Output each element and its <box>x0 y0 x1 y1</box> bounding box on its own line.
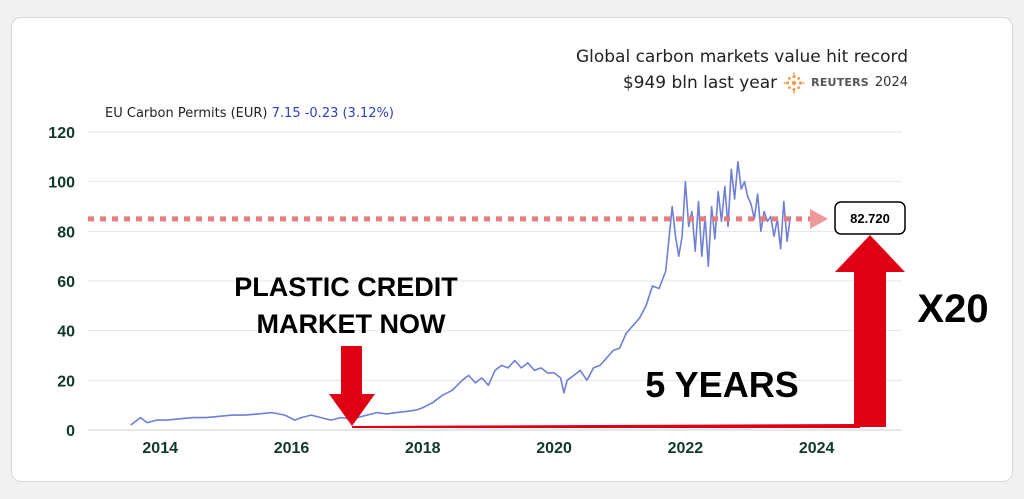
headline-source-line: $949 bln last year REUTERS 2024 <box>500 70 908 96</box>
ticker-label: EU Carbon Permits (EUR) <box>105 106 268 121</box>
value-box <box>834 201 906 235</box>
ticker: EU Carbon Permits (EUR) 7.15 -0.23 (3.12… <box>105 106 394 121</box>
callout-line1: PLASTIC CREDIT <box>234 272 458 302</box>
growth-baseline <box>352 424 860 428</box>
y-tick-label-120: 120 <box>48 125 75 142</box>
chart-card <box>11 17 1013 482</box>
ticker-quote: 7.15 -0.23 (3.12%) <box>271 106 394 121</box>
annotations: 82.720 PLASTIC CREDIT MARKET NOW 5 YEARS… <box>88 201 989 428</box>
y-tick-label-80: 80 <box>57 224 75 241</box>
x-tick-label-2014: 2014 <box>142 440 178 457</box>
headline-line1: Global carbon markets value hit record <box>575 47 908 67</box>
multiplier-label: X20 <box>917 287 988 331</box>
y-tick-label-100: 100 <box>48 175 75 192</box>
y-tick-label-60: 60 <box>57 274 75 291</box>
callout-line2: MARKET NOW <box>257 309 446 339</box>
y-tick-label-40: 40 <box>57 324 75 341</box>
headline-line2: $949 bln last year <box>622 73 778 93</box>
x-tick-label-2018: 2018 <box>405 440 441 457</box>
source-brand: REUTERS <box>811 76 869 89</box>
grid-lines <box>88 131 902 431</box>
y-tick-label-20: 20 <box>57 373 75 390</box>
value-box-label: 82.720 <box>850 211 890 226</box>
x-tick-label-2024: 2024 <box>799 440 835 457</box>
reuters-logo-icon <box>783 72 805 94</box>
x-tick-label-2016: 2016 <box>274 440 310 457</box>
x-tick-label-2020: 2020 <box>536 440 572 457</box>
down-arrow-icon <box>329 346 375 426</box>
x-tick-label-2022: 2022 <box>668 440 704 457</box>
years-label: 5 YEARS <box>645 364 798 405</box>
y-axis: 0 20 40 60 80 100 120 <box>48 125 75 440</box>
y-tick-label-0: 0 <box>66 423 75 440</box>
source-year: 2024 <box>874 75 908 90</box>
up-arrow-icon <box>835 235 905 427</box>
reference-arrowhead-icon <box>810 208 828 229</box>
series-line-0 <box>130 161 792 426</box>
series-layer <box>130 161 792 426</box>
headline: Global carbon markets value hit record $… <box>500 44 908 96</box>
x-axis: 2014 2016 2018 2020 2022 2024 <box>142 440 834 457</box>
